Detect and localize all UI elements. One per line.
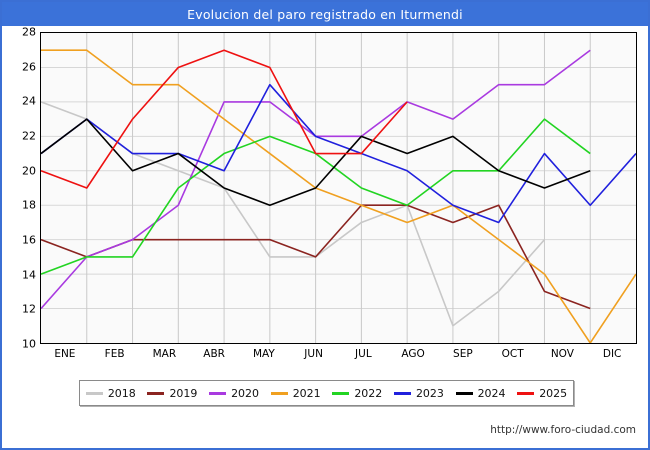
series-line-2025	[41, 50, 407, 188]
x-tick-label-ene: ENE	[54, 348, 76, 360]
legend-swatch-icon	[85, 391, 103, 395]
source-url: http://www.foro-ciudad.com	[490, 424, 636, 436]
legend-label: 2024	[477, 386, 506, 400]
legend-swatch-icon	[332, 391, 350, 395]
legend-item-2025[interactable]: 2025	[517, 387, 567, 400]
series-line-2022	[41, 119, 590, 274]
legend-swatch-icon	[455, 391, 473, 395]
legend-item-2019[interactable]: 2019	[147, 387, 197, 400]
y-tick-label: 16	[22, 233, 36, 247]
x-tick-label-ago: AGO	[401, 348, 425, 360]
legend-label: 2022	[354, 386, 383, 400]
legend-label: 2023	[415, 386, 444, 400]
plot-area	[40, 32, 637, 344]
series-line-2024	[41, 119, 590, 205]
legend-label: 2019	[169, 386, 198, 400]
window-title-bar: Evolucion del paro registrado en Iturmen…	[2, 2, 648, 26]
x-tick-label-feb: FEB	[104, 348, 125, 360]
y-tick-label: 20	[22, 164, 36, 178]
x-tick-label-sep: SEP	[453, 348, 473, 360]
y-tick-label: 12	[22, 302, 36, 316]
y-tick-label: 10	[22, 337, 36, 351]
legend-label: 2018	[107, 386, 136, 400]
y-tick-label: 18	[22, 198, 36, 212]
legend-item-2018[interactable]: 2018	[85, 386, 136, 400]
series-line-2021	[41, 50, 636, 343]
legend-swatch-icon	[517, 391, 535, 395]
legend-item-2023[interactable]: 2023	[393, 386, 444, 400]
chart-container: 10 12 14 16 18 20 22 24 26 28 ENE FEB MAR ABR MAY JUN J…	[2, 26, 648, 450]
legend-swatch-icon	[147, 391, 165, 395]
x-axis-labels: ENE FEB MAR ABR MAY JUN JUL AGO SEP OCT NOV DIC	[40, 348, 637, 366]
x-tick-label-jun: JUN	[304, 348, 323, 360]
x-tick-label-oct: OCT	[501, 348, 524, 360]
legend-label: 2021	[292, 386, 321, 400]
x-tick-label-jul: JUL	[355, 348, 372, 360]
series-lines	[41, 33, 636, 343]
x-tick-label-mar: MAR	[152, 348, 177, 360]
legend-label: 2020	[231, 386, 260, 400]
x-tick-label-nov: NOV	[550, 348, 574, 360]
x-tick-label-may: MAY	[252, 348, 275, 360]
legend-item-2021[interactable]: 2021	[270, 386, 321, 400]
legend-swatch-icon	[270, 391, 288, 395]
x-tick-label-dic: DIC	[602, 348, 622, 360]
legend-item-2024[interactable]: 2024	[455, 386, 506, 400]
chart-legend: 2018 2019 2020 2021 2022 2023 2024 2025	[79, 380, 574, 406]
page-title: Evolucion del paro registrado en Iturmen…	[187, 6, 463, 22]
y-tick-label: 22	[22, 129, 36, 143]
legend-swatch-icon	[393, 391, 411, 395]
x-tick-label-abr: ABR	[203, 348, 225, 360]
series-line-2020	[41, 50, 590, 308]
y-tick-label: 28	[22, 25, 36, 39]
legend-item-2022[interactable]: 2022	[332, 387, 382, 400]
series-line-2023	[41, 85, 636, 223]
y-tick-label: 26	[22, 60, 36, 74]
legend-label: 2025	[539, 386, 568, 400]
y-tick-label: 24	[22, 94, 36, 108]
legend-item-2020[interactable]: 2020	[209, 387, 259, 400]
y-tick-label: 14	[22, 268, 36, 282]
legend-swatch-icon	[209, 391, 227, 395]
series-line-2018	[41, 102, 544, 326]
